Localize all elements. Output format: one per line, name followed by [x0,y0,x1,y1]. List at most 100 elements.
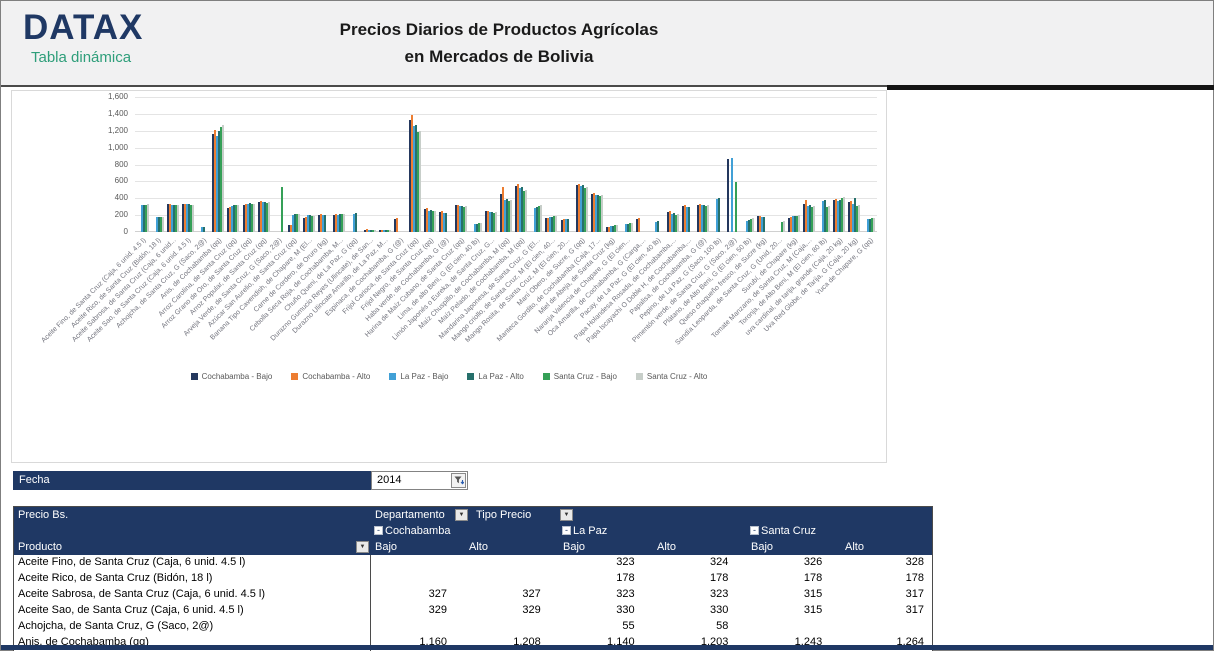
bar[interactable] [638,218,641,232]
bar[interactable] [411,114,414,232]
bar[interactable] [583,187,586,232]
bar[interactable] [590,194,593,232]
bar[interactable] [575,184,578,232]
bar[interactable] [500,193,502,232]
bar[interactable] [752,218,755,232]
bar[interactable] [443,213,446,232]
value-cell[interactable] [371,571,465,587]
bar[interactable] [384,230,387,232]
bar[interactable] [288,225,290,232]
value-cell[interactable]: 315 [803,604,823,616]
bar[interactable] [184,204,186,232]
bar[interactable] [746,220,749,232]
bar[interactable] [168,204,171,232]
bar[interactable] [309,214,312,232]
value-cell[interactable]: 178 [803,572,823,584]
bar[interactable] [409,119,412,232]
bar[interactable] [564,218,567,232]
bar[interactable] [140,204,143,232]
bar[interactable] [549,217,552,232]
value-cell[interactable]: 330 [616,604,635,616]
bar[interactable] [456,205,459,232]
bar[interactable] [473,224,476,232]
bar[interactable] [797,215,800,232]
bar[interactable] [791,216,794,232]
value-cell[interactable] [840,619,932,635]
bar[interactable] [166,204,169,232]
bar[interactable] [854,197,857,232]
bar[interactable] [668,211,671,232]
bar[interactable] [371,229,374,232]
bar[interactable] [843,197,846,232]
bar[interactable] [808,205,811,232]
bar[interactable] [155,217,158,232]
bar[interactable] [430,210,433,232]
bar[interactable] [833,199,836,232]
bar[interactable] [873,217,876,232]
bar[interactable] [335,214,338,232]
bar[interactable] [318,214,321,232]
bar[interactable] [229,207,232,232]
bar[interactable] [296,213,298,232]
bar[interactable] [551,216,554,232]
bar[interactable] [394,218,396,232]
column-group-cochabamba[interactable]: - Cochabamba [374,523,450,539]
bar[interactable] [506,198,508,232]
bar[interactable] [596,194,599,232]
bar[interactable] [419,131,422,232]
bar[interactable] [190,205,192,232]
bar[interactable] [545,218,548,232]
bar[interactable] [170,204,173,232]
bar[interactable] [434,210,437,232]
value-cell[interactable]: 323 [710,588,729,600]
bar[interactable] [146,204,149,232]
bar[interactable] [517,184,520,232]
bar[interactable] [267,202,270,232]
value-cell[interactable]: 317 [905,588,924,600]
bar[interactable] [748,219,751,232]
bar[interactable] [445,212,448,232]
value-cell[interactable] [746,619,840,635]
bar[interactable] [600,195,603,232]
bar[interactable] [386,230,389,232]
bar[interactable] [566,218,569,232]
bar[interactable] [852,203,855,232]
bar[interactable] [616,224,618,232]
bar[interactable] [627,223,630,232]
bar[interactable] [787,218,790,232]
bar[interactable] [696,204,699,232]
bar[interactable] [363,229,366,232]
bar[interactable] [492,212,495,232]
bar[interactable] [704,206,707,232]
value-cell[interactable] [465,555,559,571]
value-cell[interactable]: 328 [905,556,924,568]
bar[interactable] [222,125,225,232]
collapse-button[interactable]: - [562,526,571,535]
col-field2-label[interactable]: Tipo Precio [476,509,532,521]
bar[interactable] [560,219,563,232]
value-cell[interactable]: 55 [622,620,635,632]
product-cell[interactable]: Achojcha, de Santa Cruz, G (Saco, 2@) [14,619,372,635]
bar[interactable] [428,210,431,232]
pivot-corner-label[interactable]: Precio Bs. [18,509,69,521]
bar[interactable] [657,220,660,232]
bar[interactable] [337,214,340,232]
bar[interactable] [352,213,355,232]
bar[interactable] [303,218,306,232]
bar[interactable] [655,221,658,232]
bar[interactable] [562,219,565,232]
legend-item[interactable]: Santa Cruz - Alto [635,372,707,381]
bar[interactable] [521,186,524,232]
producto-filter-button[interactable]: ▼ [356,541,369,553]
bar[interactable] [579,186,582,232]
bar[interactable] [144,204,147,232]
bar[interactable] [235,205,238,232]
bar[interactable] [666,212,669,232]
bar[interactable] [519,187,522,232]
bar[interactable] [388,230,391,232]
bar[interactable] [848,202,851,232]
bar[interactable] [636,218,639,232]
tipo-precio-dropdown-button[interactable]: ▼ [560,509,573,521]
bar[interactable] [502,187,504,232]
bar[interactable] [681,206,684,232]
